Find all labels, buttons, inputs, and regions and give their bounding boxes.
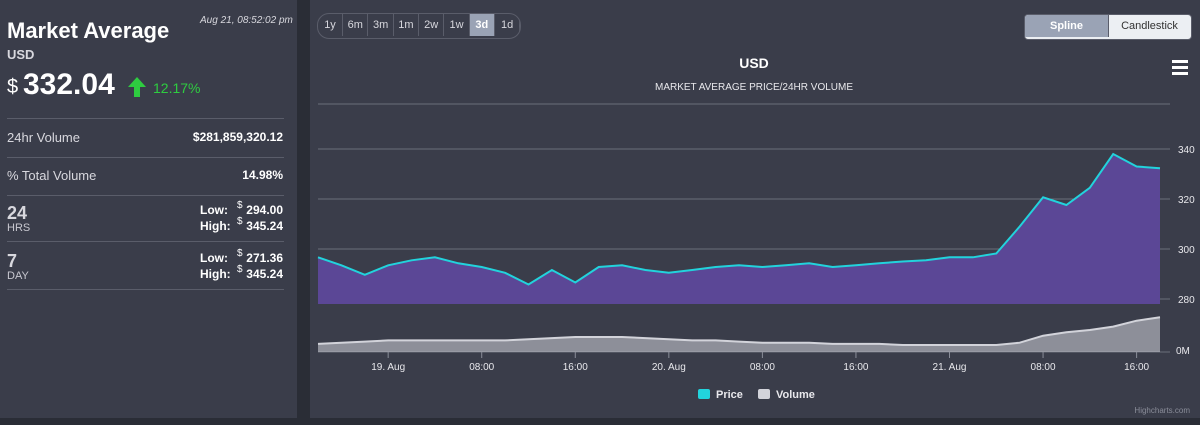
summary-panel: Market Average USD Aug 21, 08:52:02 pm $… — [0, 0, 297, 418]
x-tick-label: 16:00 — [1124, 362, 1149, 373]
y-tick-label: 320 — [1178, 195, 1195, 206]
currency-symbol: $ — [237, 216, 243, 227]
chart-type-button[interactable]: Candlestick — [1108, 15, 1191, 37]
legend-swatch — [758, 389, 770, 399]
line — [317, 152, 1161, 286]
x-tick-label: 16:00 — [843, 362, 868, 373]
range-low: 271.36 — [246, 251, 283, 265]
legend-label: Price — [716, 389, 743, 401]
currency: USD — [7, 47, 35, 62]
x-tick-label: 20. Aug — [652, 362, 686, 373]
chart-type-toggle: Spline Candlestick — [1024, 14, 1192, 40]
credit: Highcharts.com — [1134, 406, 1190, 415]
chart-type-button[interactable]: Spline — [1025, 15, 1109, 37]
currency-symbol: $ — [237, 264, 243, 275]
zoom-button[interactable]: 6m — [343, 14, 369, 36]
x-tick-label: 16:00 — [563, 362, 588, 373]
y-tick-label: 300 — [1178, 245, 1195, 256]
range-number: 24 — [7, 203, 28, 223]
range-low-label: Low: — [200, 203, 228, 217]
line — [317, 316, 1161, 346]
separator — [7, 289, 284, 290]
chart-subtitle: MARKET AVERAGE PRICE/24HR VOLUME — [655, 82, 853, 93]
separator — [7, 241, 284, 242]
y-tick-label: 280 — [1178, 295, 1195, 306]
timestamp: Aug 21, 08:52:02 pm — [200, 15, 293, 26]
zoom-button[interactable]: 1w — [445, 14, 470, 36]
zoom-button[interactable]: 3d — [469, 14, 495, 36]
y2-tick-label: 0M — [1176, 346, 1190, 357]
zoom-button[interactable]: 3m — [369, 14, 394, 36]
currency-symbol: $ — [7, 76, 19, 98]
zoom-button[interactable]: 2w — [419, 14, 445, 36]
x-tick-label: 21. Aug — [933, 362, 967, 373]
x-tick-label: 19. Aug — [371, 362, 405, 373]
x-tick-label: 08:00 — [1031, 362, 1056, 373]
zoom-button[interactable]: 1y — [318, 14, 343, 36]
stat-value: $281,859,320.12 — [192, 130, 283, 144]
price-change: 12.17% — [153, 80, 201, 96]
range-high-label: High: — [200, 219, 231, 233]
price: 332.04 — [23, 68, 115, 101]
range-low: 294.00 — [246, 203, 283, 217]
area — [318, 317, 1160, 352]
range-unit: HRS — [7, 222, 31, 234]
currency-symbol: $ — [237, 248, 243, 259]
range-high: 345.24 — [246, 219, 283, 233]
legend-swatch — [698, 389, 710, 399]
legend-label: Volume — [776, 389, 815, 401]
range-unit: DAY — [7, 270, 29, 282]
chart: USD MARKET AVERAGE PRICE/24HR VOLUME Hig… — [317, 55, 1195, 415]
zoom-button[interactable]: 1d — [495, 14, 520, 36]
separator — [7, 195, 284, 196]
separator — [7, 157, 284, 158]
x-tick-label: 08:00 — [750, 362, 775, 373]
zoom-button[interactable]: 1m — [394, 14, 419, 36]
chart-panel: 1y 6m 3m 1m 2w 1w 3d 1d Spline Candlestick USD M… — [310, 0, 1200, 418]
stat-label: 24hr Volume — [7, 130, 80, 145]
chart-title: USD — [739, 55, 769, 71]
range-high-label: High: — [200, 267, 231, 281]
currency-symbol: $ — [237, 200, 243, 211]
area — [318, 154, 1160, 304]
range-high: 345.24 — [246, 267, 283, 281]
range-number: 7 — [7, 251, 18, 271]
panel-title: Market Average — [7, 18, 170, 43]
y-tick-label: 340 — [1178, 145, 1195, 156]
stat-label: % Total Volume — [7, 168, 97, 183]
x-tick-label: 08:00 — [469, 362, 494, 373]
separator — [7, 118, 284, 119]
range-low-label: Low: — [200, 251, 228, 265]
zoom-group: 1y 6m 3m 1m 2w 1w 3d 1d — [317, 13, 521, 39]
up-arrow — [128, 77, 146, 97]
menu-button[interactable] — [1170, 58, 1190, 76]
stat-value: 14.98% — [242, 168, 283, 182]
